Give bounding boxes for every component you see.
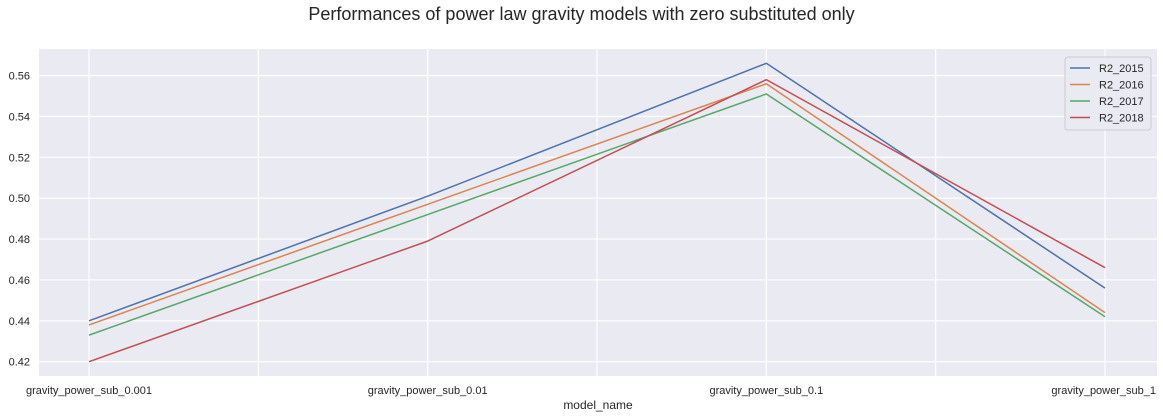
y-tick-label: 0.56 [9,71,30,83]
series-line [88,62,1106,322]
legend-label: R2_2016 [1099,80,1144,92]
series-line [88,82,1106,326]
x-tick-label: gravity_power_sub_0.001 [26,385,152,397]
plot-area [39,49,1157,376]
y-tick-label: 0.44 [9,316,30,328]
x-tick-label: gravity_power_sub_0.01 [368,385,488,397]
x-tick-label: gravity_power_sub_1 [1051,385,1156,397]
y-tick-label: 0.48 [9,234,30,246]
x-axis-ticks: gravity_power_sub_0.001 gravity_power_sub… [26,385,1156,397]
x-tick-label: gravity_power_sub_0.1 [709,385,823,397]
y-tick-label: 0.50 [9,193,30,205]
legend-label: R2_2018 [1099,113,1144,125]
legend-label: R2_2017 [1099,96,1144,108]
legend-box [1064,56,1152,131]
y-tick-label: 0.42 [9,357,30,369]
y-axis-ticks: 0.42 0.44 0.46 0.48 0.50 0.52 0.54 0.56 [9,71,30,369]
chart-title: Performances of power law gravity models… [308,4,855,24]
y-tick-label: 0.52 [9,152,30,164]
legend-label: R2_2015 [1099,63,1144,75]
y-tick-label: 0.54 [9,111,30,123]
y-gridlines [39,74,1157,363]
x-axis-label: model_name [563,398,633,412]
series-lines [88,62,1106,363]
y-tick-label: 0.46 [9,275,30,287]
x-gridlines [88,49,1106,376]
series-line [88,78,1106,363]
legend: R2_2015 R2_2016 R2_2017 R2_2018 [1064,56,1152,131]
series-line [88,93,1106,336]
